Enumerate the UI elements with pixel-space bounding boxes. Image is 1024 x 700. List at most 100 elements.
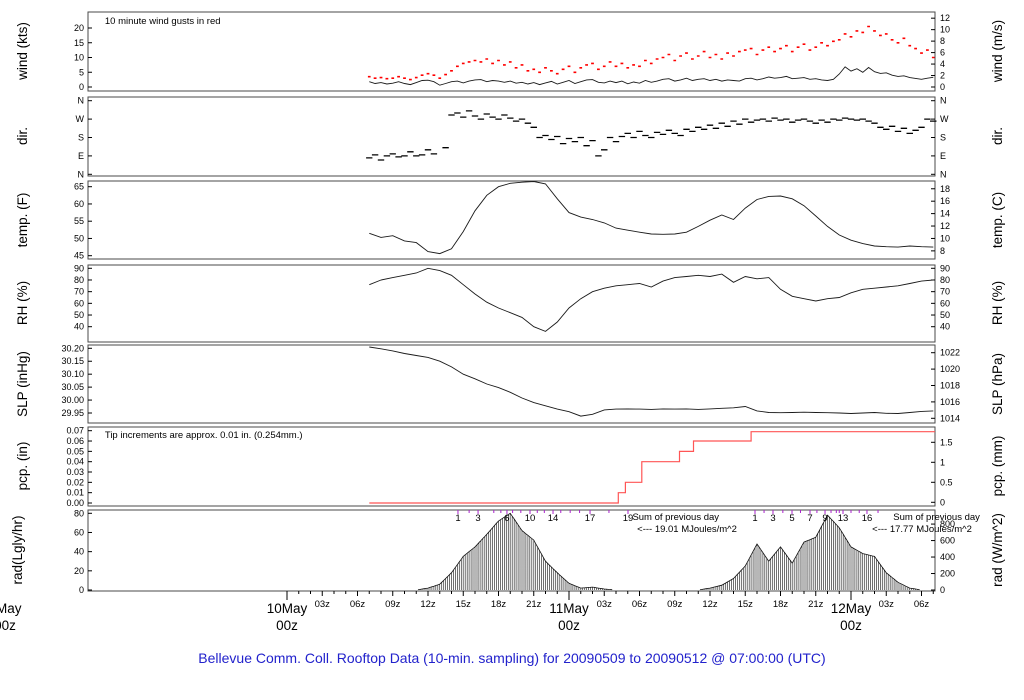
xtick-label: 18z bbox=[773, 599, 789, 610]
ytick-label-temp: 60 bbox=[74, 199, 84, 209]
xtick-label: 18z bbox=[491, 599, 507, 610]
ytick-label-temp: 55 bbox=[74, 216, 84, 226]
ytick-label-pcp: 0.06 bbox=[66, 436, 84, 446]
xtick-label: 15z bbox=[456, 599, 472, 610]
ytick-label-right-rh: 40 bbox=[940, 322, 950, 332]
ytick-label-right-dir: S bbox=[940, 133, 946, 143]
ytick-label-dir: S bbox=[78, 133, 84, 143]
ytick-label-right-temp: 14 bbox=[940, 209, 950, 219]
ytick-label-rh: 40 bbox=[74, 322, 84, 332]
axis-title-right-temp: temp. (C) bbox=[990, 192, 1005, 248]
ytick-label-right-rh: 90 bbox=[940, 263, 950, 273]
rad-mj-mark: 13 bbox=[838, 513, 849, 524]
xtick-label: 03z bbox=[597, 599, 613, 610]
ytick-label-right-pcp: 0 bbox=[940, 497, 945, 507]
slp-line bbox=[369, 346, 934, 417]
pcp-series bbox=[369, 431, 935, 504]
ytick-label-rh: 90 bbox=[74, 263, 84, 273]
xtick-label: 21z bbox=[808, 599, 824, 610]
ytick-label-rh: 80 bbox=[74, 275, 84, 285]
rad-mj-mark: 6 bbox=[504, 513, 509, 524]
ytick-label-right-temp: 8 bbox=[940, 246, 945, 256]
ytick-label-dir: N bbox=[78, 96, 85, 106]
rad-envelope bbox=[418, 512, 920, 591]
ytick-label-rh: 50 bbox=[74, 310, 84, 320]
ytick-label-right-slp: 1018 bbox=[940, 381, 960, 391]
ytick-label-dir: W bbox=[76, 114, 85, 124]
xtick-label: 06z bbox=[350, 599, 366, 610]
ytick-label-right-temp: 10 bbox=[940, 233, 950, 243]
ytick-label-right-rh: 70 bbox=[940, 287, 950, 297]
rad-mj-mark: 3 bbox=[475, 513, 480, 524]
day-label: 12May bbox=[831, 601, 872, 616]
xtick-label: 09z bbox=[385, 599, 401, 610]
ytick-label-temp: 65 bbox=[74, 182, 84, 192]
ytick-label-slp: 30.20 bbox=[61, 343, 84, 353]
axis-title-right-wind: wind (m/s) bbox=[990, 20, 1005, 83]
ytick-label-pcp: 0.00 bbox=[66, 498, 84, 508]
ytick-label-right-rh: 50 bbox=[940, 310, 950, 320]
ytick-label-right-dir: N bbox=[940, 96, 947, 106]
axis-title-left-rh: RH (%) bbox=[15, 281, 30, 325]
rad-mj-mark: 17 bbox=[585, 513, 596, 524]
xtick-label: 03z bbox=[879, 599, 895, 610]
ytick-label-right-dir: E bbox=[940, 151, 946, 161]
ytick-label-rh: 70 bbox=[74, 287, 84, 297]
ytick-label-right-rh: 80 bbox=[940, 275, 950, 285]
ytick-label-right-slp: 1016 bbox=[940, 397, 960, 407]
ytick-label-right-wind: 0 bbox=[940, 82, 945, 92]
xtick-label: 06z bbox=[914, 599, 930, 610]
ytick-label-pcp: 0.04 bbox=[66, 457, 84, 467]
temp-series bbox=[369, 181, 934, 255]
rad-sum-label: Sum of previous day bbox=[632, 512, 719, 523]
axis-title-right-dir: dir. bbox=[990, 127, 1005, 145]
ytick-label-rad: 40 bbox=[74, 547, 84, 557]
rad-mj-mark: 9 bbox=[822, 513, 827, 524]
ytick-label-rad: 60 bbox=[74, 527, 84, 537]
panel-temp: 45 50 55 60 65 8 10 12 14 16 18 bbox=[74, 180, 950, 261]
ytick-label-pcp: 0.05 bbox=[66, 446, 84, 456]
ytick-label-right-rad: 200 bbox=[940, 569, 955, 579]
ytick-label-right-temp: 16 bbox=[940, 196, 950, 206]
ytick-label-pcp: 0.02 bbox=[66, 477, 84, 487]
ytick-label-right-wind: 12 bbox=[940, 13, 950, 23]
ytick-label-pcp: 0.01 bbox=[66, 488, 84, 498]
panel-pcp: 0.000.010.020.030.040.050.060.07 0 0.5 1 1.5… bbox=[66, 426, 952, 508]
dir-series bbox=[366, 110, 937, 161]
axis-title-right-rh: RH (%) bbox=[990, 281, 1005, 325]
ytick-label-right-dir: N bbox=[940, 169, 947, 179]
xtick-label: 15z bbox=[738, 599, 754, 610]
axis-title-left-temp: temp. (F) bbox=[15, 193, 30, 248]
day-label-sub: 00z bbox=[840, 618, 862, 633]
temp-line bbox=[369, 181, 934, 255]
ytick-label-wind: 5 bbox=[79, 67, 84, 77]
wind-gusts-dots bbox=[367, 25, 935, 81]
day-label-sub: 00z bbox=[0, 618, 16, 633]
ytick-label-right-slp: 1014 bbox=[940, 413, 960, 423]
pcp-note: Tip increments are approx. 0.01 in. (0.2… bbox=[105, 430, 303, 441]
ytick-label-right-wind: 2 bbox=[940, 71, 945, 81]
axis-title-right-slp: SLP (hPa) bbox=[990, 353, 1005, 415]
ytick-label-right-rh: 60 bbox=[940, 298, 950, 308]
chart-title: Bellevue Comm. Coll. Rooftop Data (10-mi… bbox=[198, 650, 826, 666]
ytick-label-right-pcp: 0.5 bbox=[940, 477, 953, 487]
pcp-step-line bbox=[369, 431, 935, 504]
ytick-label-pcp: 0.07 bbox=[66, 426, 84, 436]
dir-dashes bbox=[366, 110, 937, 161]
rad-mj-mark: 7 bbox=[807, 513, 812, 524]
axis-title-left-pcp: pcp. (in) bbox=[15, 442, 30, 491]
axis-title-right-rad: rad (W/m^2) bbox=[990, 513, 1005, 587]
ytick-label-wind: 20 bbox=[74, 23, 84, 33]
wind-series bbox=[367, 25, 935, 86]
axis-title-left-rad: rad(Lgly/hr) bbox=[10, 515, 25, 584]
axis-title-left-slp: SLP (inHg) bbox=[15, 351, 30, 417]
rad-mj-mark: 5 bbox=[789, 513, 794, 524]
ytick-label-rad: 0 bbox=[79, 585, 84, 595]
ytick-label-right-rad: 800 bbox=[940, 519, 955, 529]
axis-title-left-dir: dir. bbox=[15, 127, 30, 145]
xtick-label: 09z bbox=[667, 599, 683, 610]
rh-line bbox=[369, 267, 934, 332]
